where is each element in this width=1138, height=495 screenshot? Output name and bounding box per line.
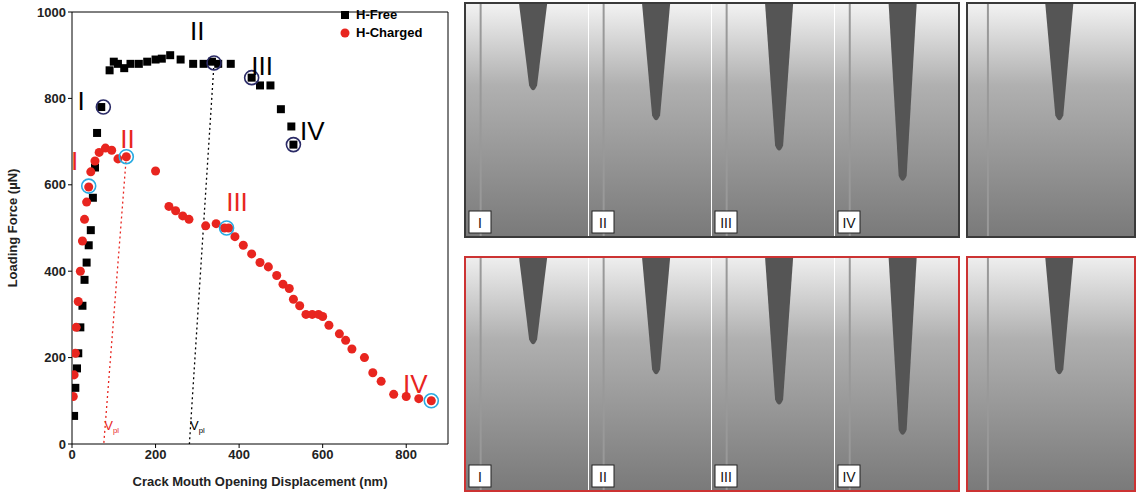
svg-text:200: 200 xyxy=(44,350,66,365)
svg-text:0: 0 xyxy=(59,437,66,452)
svg-text:200: 200 xyxy=(145,447,167,462)
svg-text:600: 600 xyxy=(44,177,66,192)
svg-text:IV: IV xyxy=(300,116,325,146)
svg-text:0: 0 xyxy=(68,447,75,462)
svg-text:Vpl: Vpl xyxy=(190,418,205,435)
html-text:H-Charged: H-Charged xyxy=(356,25,423,40)
svg-text:I: I xyxy=(78,86,85,116)
svg-text:II: II xyxy=(120,124,134,154)
svg-text:III: III xyxy=(251,51,273,81)
svg-text:I: I xyxy=(478,215,482,231)
svg-text:1000: 1000 xyxy=(37,5,66,20)
svg-text:III: III xyxy=(720,469,732,485)
svg-text:IV: IV xyxy=(842,215,856,231)
svg-text:IV: IV xyxy=(403,369,428,399)
svg-text:IV: IV xyxy=(842,469,856,485)
svg-text:Vpl: Vpl xyxy=(104,418,119,435)
svg-text:III: III xyxy=(226,187,248,217)
svg-text:800: 800 xyxy=(44,91,66,106)
svg-text:III: III xyxy=(720,215,732,231)
svg-text:II: II xyxy=(599,469,607,485)
svg-text:Loading Force (µN): Loading Force (µN) xyxy=(5,169,20,288)
svg-text:Crack Mouth Opening Displaceme: Crack Mouth Opening Displacement (nm) xyxy=(133,474,388,489)
svg-text:II: II xyxy=(599,215,607,231)
svg-text:400: 400 xyxy=(44,264,66,279)
svg-text:I: I xyxy=(478,469,482,485)
svg-text:600: 600 xyxy=(312,447,334,462)
svg-text:II: II xyxy=(190,16,204,46)
svg-text:800: 800 xyxy=(395,447,417,462)
svg-text:I: I xyxy=(71,146,78,176)
svg-text:400: 400 xyxy=(228,447,250,462)
html-text:H-Free: H-Free xyxy=(356,7,398,22)
